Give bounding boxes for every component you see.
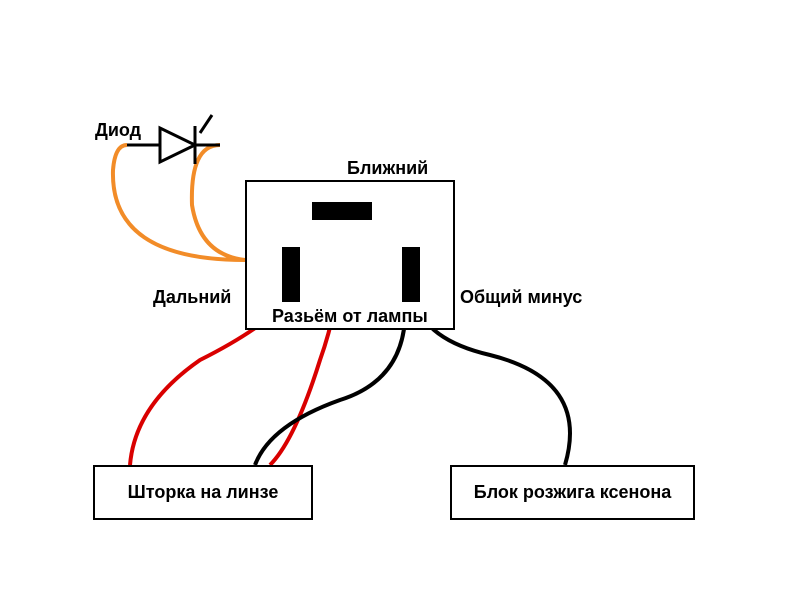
terminal-far bbox=[282, 247, 300, 302]
far-label: Дальний bbox=[153, 287, 231, 308]
ignition-box: Блок розжига ксенона bbox=[450, 465, 695, 520]
terminal-minus bbox=[402, 247, 420, 302]
diode-label: Диод bbox=[95, 120, 141, 141]
shutter-box-label: Шторка на линзе bbox=[128, 482, 279, 503]
ignition-box-label: Блок розжига ксенона bbox=[474, 482, 671, 503]
lamp-connector-box: Разьём от лампы bbox=[245, 180, 455, 330]
terminal-near bbox=[312, 202, 372, 220]
wire-orange bbox=[113, 145, 245, 260]
shutter-box: Шторка на линзе bbox=[93, 465, 313, 520]
lamp-connector-label: Разьём от лампы bbox=[272, 306, 428, 327]
near-label: Ближний bbox=[347, 158, 428, 179]
common-minus-label: Общий минус bbox=[460, 287, 582, 308]
